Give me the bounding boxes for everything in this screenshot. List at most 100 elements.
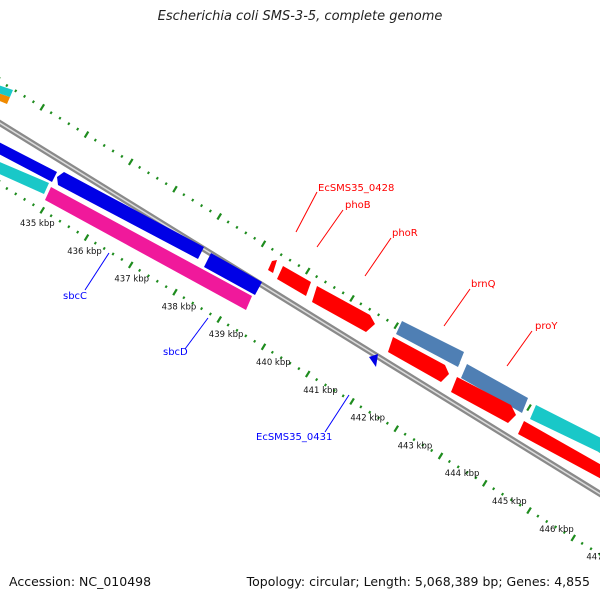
inner-track-tick <box>456 465 460 469</box>
inner-track-tick <box>447 459 451 464</box>
inner-track-tick <box>39 206 46 214</box>
inner-track-tick <box>412 437 416 442</box>
scale-label: 437 kbp <box>114 275 149 285</box>
outer-track-tick <box>39 103 46 111</box>
outer-track-tick <box>244 231 248 235</box>
inner-track-tick <box>580 541 584 546</box>
scale-label: 441 kbp <box>303 386 338 396</box>
inner-track-tick <box>138 268 142 273</box>
outer-track-tick <box>270 247 274 251</box>
outer-track-tick <box>526 404 532 412</box>
inner-track-tick <box>536 514 540 518</box>
inner-track-tick <box>297 366 301 371</box>
outer-track-tick <box>332 285 336 290</box>
inner-track-tick <box>200 306 204 311</box>
inner-track-tick <box>260 343 267 351</box>
outer-track-tick <box>235 225 239 230</box>
outer-track-tick <box>368 307 372 311</box>
inner-track-tick <box>83 234 90 242</box>
feature-cyan-top-left <box>0 85 13 97</box>
inner-track-tick <box>172 288 178 296</box>
feature-EcSMS35_0431-blue <box>369 354 378 367</box>
outer-track-tick <box>191 198 195 202</box>
inner-track-tick <box>49 214 53 218</box>
inner-track-tick <box>182 296 186 300</box>
scale-label: 446 kbp <box>539 525 574 535</box>
inner-track-tick <box>377 416 381 420</box>
outer-track-tick <box>76 127 80 131</box>
inner-track-tick <box>270 350 274 354</box>
outer-track-tick <box>208 209 212 213</box>
outer-track-tick <box>182 193 186 197</box>
scale-label: 436 kbp <box>67 247 102 257</box>
inner-tick-track <box>0 180 600 556</box>
outer-track-tick <box>226 220 230 224</box>
inner-track-tick <box>155 279 159 283</box>
inner-track-tick <box>226 323 230 327</box>
inner-track-tick <box>359 405 363 409</box>
inner-track-tick <box>235 328 239 333</box>
inner-track-tick <box>164 285 168 289</box>
inner-track-tick <box>368 410 372 414</box>
inner-track-tick <box>288 361 292 365</box>
feature-blue-left-edge <box>0 142 57 182</box>
inner-track-tick <box>14 192 18 196</box>
inner-track-tick <box>437 452 444 460</box>
gene-label-brnQ: brnQ <box>471 279 496 290</box>
inner-track-tick <box>279 356 283 360</box>
gene-label-phoB: phoB <box>345 200 371 211</box>
inner-track-tick <box>216 315 223 324</box>
outer-track-tick <box>216 212 223 221</box>
inner-track-tick <box>421 443 425 447</box>
outer-track-tick <box>385 318 389 322</box>
outer-track-tick <box>323 280 327 284</box>
scale-labels: 435 kbp 436 kbp 437 kbp 438 kbp 439 kbp 440 k… <box>20 219 600 563</box>
outer-track-tick <box>288 258 292 262</box>
feature-phoB-red <box>277 266 311 296</box>
inner-track-tick <box>191 301 195 305</box>
feature-phoR-red <box>312 286 375 332</box>
outer-track-tick <box>93 138 97 142</box>
outer-track-tick <box>120 154 124 159</box>
outer-track-tick <box>393 322 400 330</box>
outer-track-tick <box>14 89 18 93</box>
inner-track-tick <box>146 274 150 278</box>
genome-summary-text: Topology: circular; Length: 5,068,389 bp… <box>246 574 590 589</box>
inner-track-tick <box>518 503 522 507</box>
outer-track-tick <box>58 116 62 120</box>
inner-track-tick <box>554 525 558 529</box>
inner-track-tick <box>208 312 212 316</box>
inner-track-tick <box>403 432 407 436</box>
feature-orange-top-left <box>0 93 10 104</box>
outer-track-tick <box>253 236 257 240</box>
outer-track-tick <box>102 143 106 148</box>
gene-labels: EcSMS35_0428 phoB phoR brnQ proY sbcC sb… <box>63 183 558 443</box>
inner-track-tick <box>430 448 434 453</box>
scale-label: 438 kbp <box>162 302 197 312</box>
outer-track-tick <box>155 176 159 180</box>
genome-title: Escherichia coli SMS-3-5, complete genom… <box>157 9 443 24</box>
outer-track-tick <box>146 171 150 175</box>
feature-brnQ-steelblue <box>396 321 464 367</box>
inner-track-tick <box>120 257 124 262</box>
scale-label: 435 kbp <box>20 219 55 229</box>
outer-track-tick <box>260 240 267 248</box>
outer-track-tick <box>111 149 115 153</box>
gene-label-sbcD: sbcD <box>163 347 188 358</box>
genome-backbone <box>0 119 600 498</box>
outer-track-tick <box>164 182 168 186</box>
scale-label: 443 kbp <box>398 441 433 451</box>
inner-track-tick <box>465 470 469 475</box>
inner-track-tick <box>315 377 319 382</box>
inner-track-tick <box>244 334 248 338</box>
outer-track-tick <box>297 263 301 268</box>
inner-track-tick <box>304 370 311 378</box>
outer-track-tick <box>5 83 9 88</box>
outer-track-tick <box>172 185 178 193</box>
inner-track-tick <box>93 241 97 245</box>
outer-track-tick <box>127 158 134 166</box>
scale-label: 440 kbp <box>256 358 291 368</box>
inner-track-tick <box>253 339 257 343</box>
inner-track-tick <box>481 479 488 487</box>
outer-track-tick <box>138 165 142 170</box>
